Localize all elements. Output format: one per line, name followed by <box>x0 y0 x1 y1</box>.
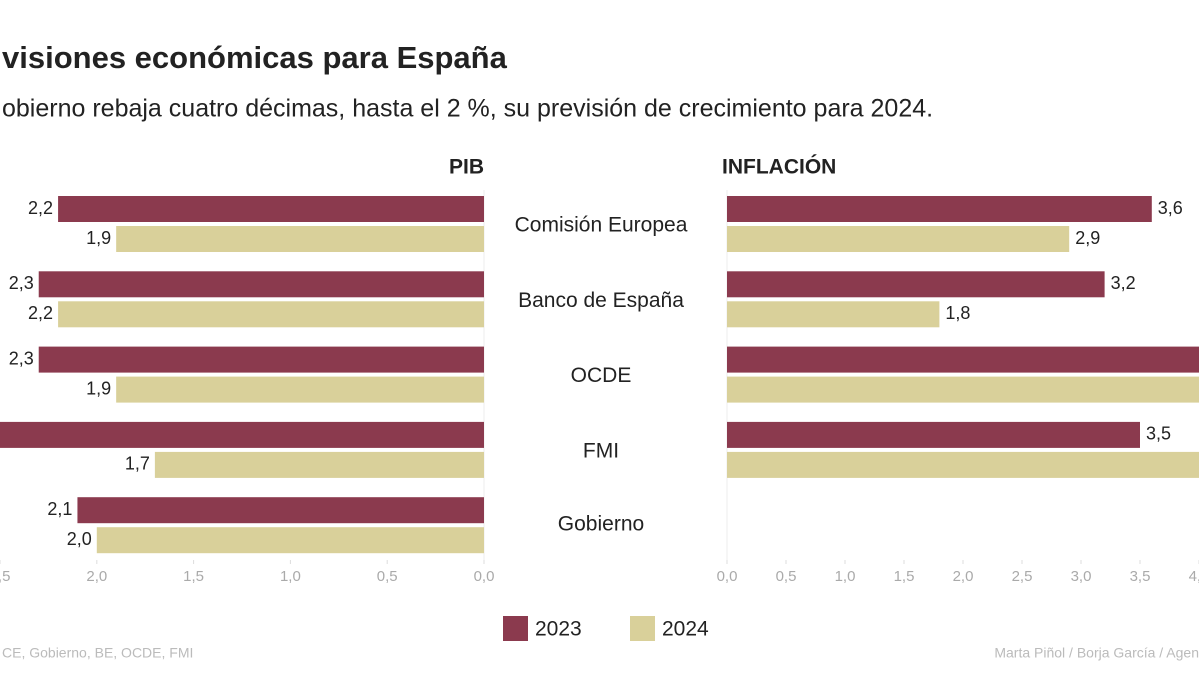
x-tick-label: 1,5 <box>183 568 204 585</box>
value-label: 3,5 <box>1146 424 1171 444</box>
value-label: 2,3 <box>9 348 34 368</box>
bar <box>116 376 484 403</box>
value-label: 2,3 <box>9 273 34 293</box>
category-label: Banco de España <box>518 289 684 312</box>
x-tick-label: 2,0 <box>86 568 107 585</box>
legend-label: 2024 <box>662 618 709 641</box>
value-label: 1,8 <box>945 303 970 323</box>
value-label: 3,6 <box>1158 198 1183 218</box>
x-tick-label: 0,0 <box>474 568 495 585</box>
chart-subtitle: obierno rebaja cuatro décimas, hasta el … <box>2 95 933 123</box>
category-label: Comisión Europea <box>515 214 688 237</box>
panel-title: PIB <box>449 156 484 179</box>
legend-swatch <box>503 616 528 641</box>
bar <box>96 527 485 554</box>
x-tick-label: 0,0 <box>717 568 738 585</box>
bar <box>727 301 940 328</box>
bar <box>58 301 485 328</box>
bar <box>154 451 484 478</box>
bar <box>77 497 484 524</box>
value-label: 2,0 <box>67 529 92 549</box>
bar <box>727 376 1199 403</box>
category-label: FMI <box>583 439 619 462</box>
bar <box>38 346 484 373</box>
bar <box>0 421 484 448</box>
x-tick-label: 2,0 <box>953 568 974 585</box>
bar <box>727 271 1105 298</box>
chart-title: visiones económicas para España <box>2 40 508 75</box>
credit: Marta Piñol / Borja García / Agen <box>994 645 1199 661</box>
x-tick-label: 3,5 <box>1130 568 1151 585</box>
value-label: 2,2 <box>28 198 53 218</box>
source: CE, Gobierno, BE, OCDE, FMI <box>2 645 193 661</box>
value-label: 2,2 <box>28 303 53 323</box>
x-tick-label: 0,5 <box>377 568 398 585</box>
value-label: 3,2 <box>1111 273 1136 293</box>
x-tick-label: 3,0 <box>1071 568 1092 585</box>
x-tick-label: 2,5 <box>0 568 10 585</box>
bar <box>38 271 484 298</box>
x-tick-label: 2,5 <box>1012 568 1033 585</box>
value-label: 1,9 <box>86 228 111 248</box>
category-label: Gobierno <box>558 513 644 536</box>
x-tick-label: 1,0 <box>280 568 301 585</box>
x-tick-label: 0,5 <box>776 568 797 585</box>
bar <box>727 346 1199 373</box>
legend-swatch <box>630 616 655 641</box>
legend-label: 2023 <box>535 618 582 641</box>
bar <box>727 421 1140 448</box>
value-label: 2,9 <box>1075 228 1100 248</box>
bar <box>58 196 485 222</box>
x-tick-label: 1,5 <box>894 568 915 585</box>
bar <box>727 451 1199 478</box>
value-label: 1,7 <box>125 454 150 474</box>
value-label: 2,1 <box>47 499 72 519</box>
x-tick-label: 1,0 <box>835 568 856 585</box>
bar <box>116 226 484 252</box>
value-label: 1,9 <box>86 378 111 398</box>
bar <box>727 196 1152 222</box>
category-label: OCDE <box>571 364 632 387</box>
x-tick-label: 4,0 <box>1189 568 1199 585</box>
panel-title: INFLACIÓN <box>722 155 836 179</box>
bar <box>727 226 1070 252</box>
